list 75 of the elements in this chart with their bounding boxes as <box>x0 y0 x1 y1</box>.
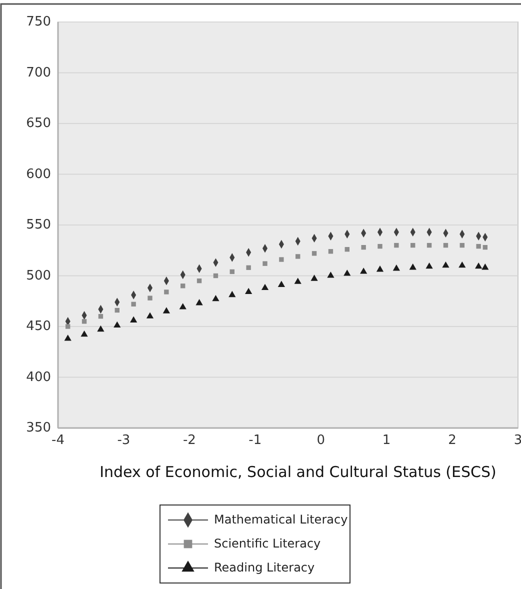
legend-label: Scientific Literacy <box>214 536 321 550</box>
x-tick-label: -4 <box>52 433 64 448</box>
point <box>482 244 488 250</box>
point <box>328 249 334 254</box>
point <box>162 307 170 314</box>
point <box>327 272 334 278</box>
point <box>80 330 88 337</box>
y-tick-label: 650 <box>26 116 51 132</box>
point <box>66 324 70 329</box>
point <box>294 278 302 284</box>
point <box>262 261 268 266</box>
y-tick-label: 500 <box>26 268 51 284</box>
point <box>475 262 482 269</box>
y-tick-label: 450 <box>26 319 51 334</box>
point <box>131 302 136 307</box>
point <box>376 266 384 272</box>
point <box>409 264 416 270</box>
y-tick-label: 550 <box>26 218 51 233</box>
point <box>360 268 368 274</box>
x-tick-label: 1 <box>382 433 391 448</box>
point <box>228 290 236 298</box>
point <box>114 308 120 313</box>
point <box>278 280 285 287</box>
x-tick-label: -3 <box>117 433 130 448</box>
point <box>410 242 416 248</box>
y-tick-label: 350 <box>26 420 51 436</box>
point <box>179 303 186 310</box>
point <box>378 244 382 249</box>
point <box>344 247 350 252</box>
point <box>212 294 220 302</box>
point <box>146 312 154 318</box>
point <box>196 299 203 306</box>
point <box>310 274 318 281</box>
point <box>361 244 366 250</box>
point <box>443 242 448 248</box>
point <box>180 284 186 288</box>
point <box>442 261 450 268</box>
point <box>344 270 351 276</box>
point <box>476 244 481 249</box>
x-tick-label: -1 <box>248 433 262 448</box>
x-tick-label: -2 <box>182 433 196 448</box>
legend-label: Reading Literacy <box>214 560 315 574</box>
point <box>130 316 138 322</box>
point <box>114 321 121 328</box>
x-tick-label: 0 <box>316 433 325 448</box>
point <box>97 325 104 332</box>
point <box>458 261 466 268</box>
point <box>164 290 169 294</box>
point <box>213 273 218 278</box>
point <box>98 314 104 319</box>
point <box>148 296 152 300</box>
point <box>246 265 251 270</box>
point <box>312 251 317 256</box>
point <box>460 242 464 248</box>
y-tick-label: 600 <box>26 166 51 182</box>
x-axis-title: Index of Economic, Social and Cultural Status (ESCS) <box>100 463 496 481</box>
y-tick-label: 400 <box>26 370 51 385</box>
point <box>64 334 72 341</box>
point <box>426 262 433 269</box>
point <box>279 257 284 262</box>
x-tick-label: 2 <box>448 433 456 448</box>
point <box>196 278 202 284</box>
legend-label: Mathematical Literacy <box>214 512 348 526</box>
point <box>261 284 269 290</box>
y-tick-label: 700 <box>26 65 51 80</box>
point <box>426 242 432 248</box>
point <box>230 269 234 274</box>
point <box>392 264 400 271</box>
point <box>82 319 87 324</box>
point <box>245 288 252 294</box>
point <box>482 264 489 270</box>
point <box>394 242 399 248</box>
y-tick-label: 750 <box>26 14 51 30</box>
x-tick-label: 3 <box>514 433 521 448</box>
point <box>296 254 300 259</box>
